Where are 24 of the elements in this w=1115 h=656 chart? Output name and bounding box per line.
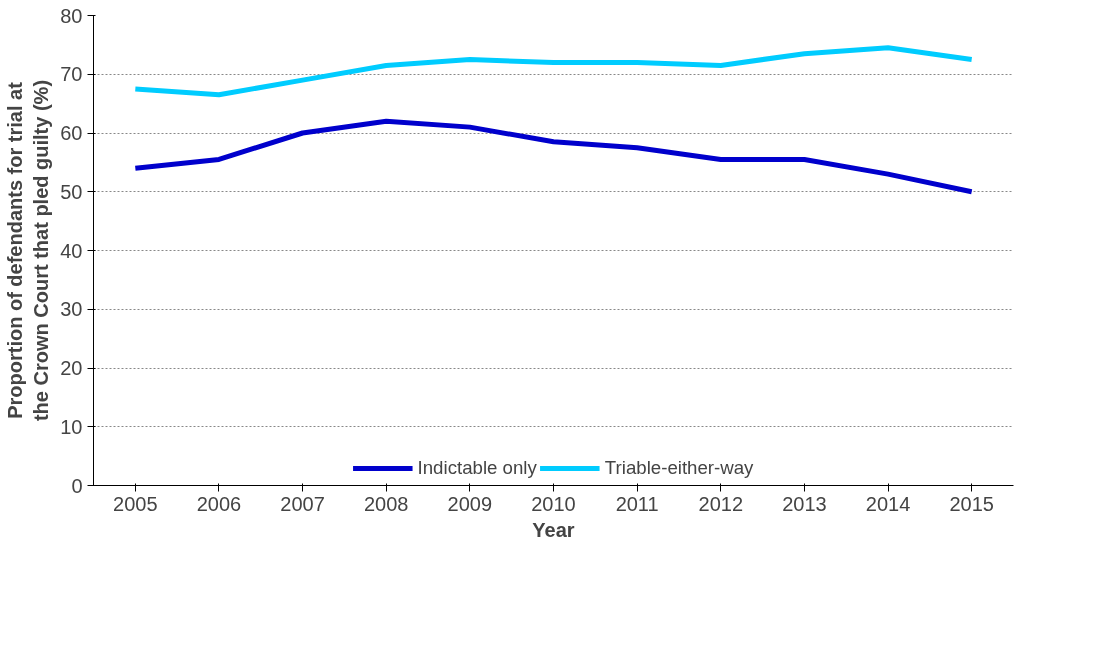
y-tick-label: 80 [60,4,83,27]
y-tick-label: 10 [60,415,83,438]
legend-label: Indictable only [417,457,537,479]
x-tick-label: 2006 [196,492,242,515]
x-tick-label: 2007 [280,492,325,515]
legend-label: Triable-either-way [604,457,754,479]
y-tick-label: 20 [60,357,83,379]
y-tick-label: 0 [71,474,83,497]
x-tick-label: 2008 [363,492,409,515]
y-axis-title: Proportion of defendants for trial at the Crown Court that pled guilty (%) [3,79,53,422]
y-tick-label: 30 [60,298,83,321]
x-tick-label: 2012 [698,492,744,515]
y-tick-label: 50 [60,180,83,203]
y-tick-label: 70 [60,63,83,86]
x-tick-label: 2013 [782,492,827,515]
x-tick-label: 2014 [865,492,911,515]
x-tick-label: 2015 [949,492,994,515]
y-tick-label: 60 [60,122,83,144]
y-tick-label: 40 [60,239,83,262]
x-tick-label: 2011 [615,492,659,515]
x-axis-title: Year [532,518,575,541]
x-tick-label: 2005 [113,492,158,515]
x-tick-label: 2009 [447,492,493,515]
x-tick-label: 2010 [531,492,576,515]
